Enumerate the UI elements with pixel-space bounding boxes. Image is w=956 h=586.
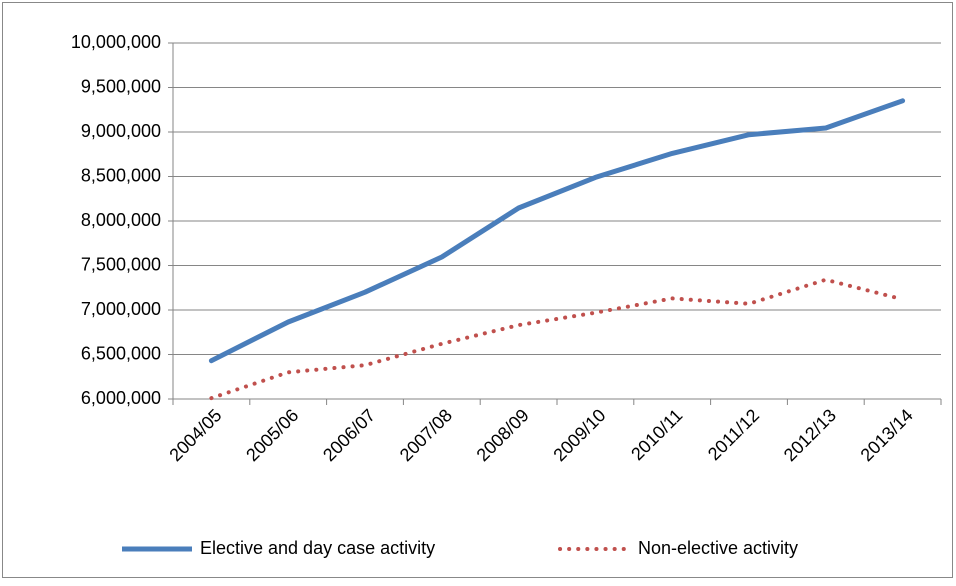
chart-border [2, 2, 953, 578]
y-tick-label: 7,500,000 [81, 254, 161, 274]
legend-label: Elective and day case activity [200, 538, 435, 558]
series-line [209, 277, 905, 401]
legend-label: Non-elective activity [638, 538, 798, 558]
y-tick-label: 10,000,000 [71, 32, 161, 52]
y-tick-label: 9,500,000 [81, 76, 161, 96]
y-tick-label: 8,500,000 [81, 165, 161, 185]
y-tick-label: 7,000,000 [81, 299, 161, 319]
y-tick-label: 9,000,000 [81, 121, 161, 141]
y-tick-label: 8,000,000 [81, 210, 161, 230]
series-line [208, 98, 906, 364]
y-tick-label: 6,000,000 [81, 388, 161, 408]
y-tick-label: 6,500,000 [81, 343, 161, 363]
